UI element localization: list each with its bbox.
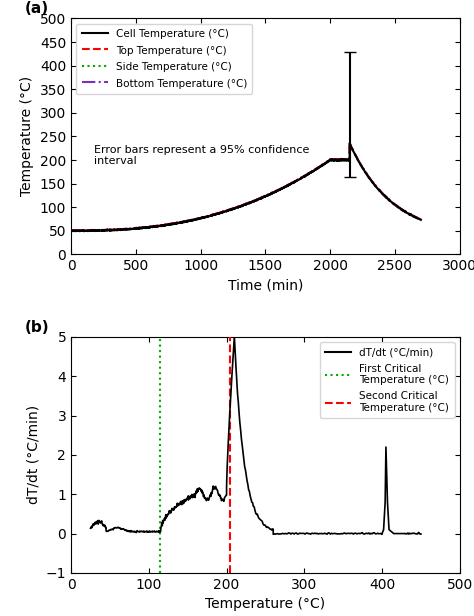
Legend: dT/dt (°C/min), First Critical
Temperature (°C), Second Critical
Temperature (°C: dT/dt (°C/min), First Critical Temperatu… [320,342,455,418]
Text: Error bars represent a 95% confidence
interval: Error bars represent a 95% confidence in… [94,145,310,166]
Top Temperature (°C) [405,209,410,217]
Bottom Temperature (°C) [68,227,74,234]
Top Temperature (°C) [404,209,410,216]
Cell Temperature (°C) [405,209,410,217]
Side Temperature (°C) [86,227,92,235]
Bottom Temperature (°C) [404,209,410,216]
Bottom Temperature (°C) [228,206,233,213]
Bottom Temperature (°C) [347,139,353,147]
Text: (a): (a) [25,1,48,16]
Cell Temperature (°C) [418,216,424,224]
Bottom Temperature (°C) [418,216,424,223]
Side Temperature (°C) [418,216,424,224]
Top Temperature (°C) [237,203,242,210]
Top Temperature (°C) [335,156,340,163]
Line: Top Temperature (°C): Top Temperature (°C) [71,144,421,231]
Cell Temperature (°C) [81,227,87,235]
Side Temperature (°C) [81,228,87,235]
Line: Side Temperature (°C): Side Temperature (°C) [71,144,421,232]
Side Temperature (°C) [405,210,410,217]
Top Temperature (°C) [418,216,424,224]
Top Temperature (°C) [81,227,87,235]
X-axis label: Time (min): Time (min) [228,279,303,293]
Line: Cell Temperature (°C): Cell Temperature (°C) [71,144,421,231]
Bottom Temperature (°C) [335,156,340,163]
Top Temperature (°C) [68,227,74,234]
Cell Temperature (°C) [404,209,410,217]
Cell Temperature (°C) [335,156,340,164]
Text: (b): (b) [25,320,49,334]
Cell Temperature (°C) [237,203,242,211]
Top Temperature (°C) [228,206,233,213]
Side Temperature (°C) [228,206,233,214]
Side Temperature (°C) [68,227,74,235]
Top Temperature (°C) [86,227,92,234]
Cell Temperature (°C) [86,227,92,235]
Side Temperature (°C) [237,203,242,211]
Top Temperature (°C) [347,140,353,147]
Side Temperature (°C) [347,140,353,147]
Side Temperature (°C) [404,209,410,217]
Cell Temperature (°C) [228,206,233,214]
Bottom Temperature (°C) [405,209,410,216]
Cell Temperature (°C) [68,227,74,235]
Legend: Cell Temperature (°C), Top Temperature (°C), Side Temperature (°C), Bottom Tempe: Cell Temperature (°C), Top Temperature (… [76,23,253,94]
Side Temperature (°C) [335,156,340,164]
Y-axis label: Temperature (°C): Temperature (°C) [20,76,34,197]
Bottom Temperature (°C) [86,227,92,234]
Bottom Temperature (°C) [237,203,242,210]
Y-axis label: dT/dt (°C/min): dT/dt (°C/min) [26,405,40,505]
X-axis label: Temperature (°C): Temperature (°C) [205,598,326,611]
Bottom Temperature (°C) [81,227,87,234]
Cell Temperature (°C) [347,140,353,147]
Line: Bottom Temperature (°C): Bottom Temperature (°C) [71,143,421,230]
